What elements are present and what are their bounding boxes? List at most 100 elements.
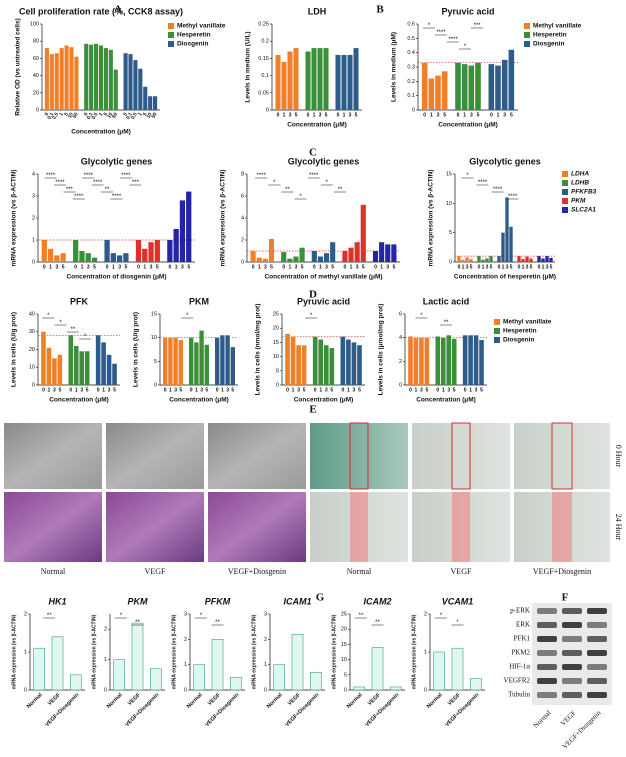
bar	[123, 53, 128, 110]
x-tick-label: 5	[425, 387, 428, 393]
blot-protein-label: Tubulin	[508, 691, 530, 699]
bar	[69, 47, 74, 110]
y-tick-label: 40	[33, 73, 39, 79]
x-tick-label: 3	[297, 387, 300, 393]
bar	[262, 258, 268, 262]
y-tick-label: 0.25	[258, 21, 269, 27]
bar	[346, 339, 351, 385]
bar	[285, 333, 290, 385]
y-axis-label: Levels in cells (U/g prot)	[133, 312, 140, 387]
bar	[113, 69, 118, 110]
x-tick-label: 1	[81, 264, 84, 270]
x-tick-label: VEGF+Diosgenin	[284, 692, 320, 728]
bar	[79, 351, 85, 385]
significance-label: ****	[84, 173, 94, 179]
x-tick-label: VEGF	[367, 692, 382, 707]
chart-title: Glycolytic genes	[81, 156, 153, 166]
bar	[60, 253, 66, 262]
bar	[287, 51, 293, 110]
y-tick-label: 10	[341, 657, 347, 663]
image-column-label: VEGF	[145, 567, 166, 576]
blot-band	[587, 692, 607, 698]
x-tick-label: 0	[277, 112, 280, 118]
x-tick-label: 5	[392, 264, 395, 270]
x-tick-label: 3	[475, 387, 478, 393]
x-tick-label: VEGF	[447, 692, 462, 707]
y-axis-label: Relative OD (vs untreated cells)	[15, 18, 22, 116]
bar	[59, 48, 64, 110]
bar	[477, 256, 481, 262]
bar	[173, 229, 179, 262]
x-tick-label: 5	[156, 264, 159, 270]
x-tick-label: 5	[62, 264, 65, 270]
y-tick-label: 0	[424, 687, 427, 693]
x-tick-label: 3	[226, 387, 229, 393]
significance-label: *	[84, 334, 87, 340]
y-tick-label: 1	[264, 662, 267, 668]
x-tick-label: 1	[430, 112, 433, 118]
x-tick-label: 3	[295, 264, 298, 270]
significance-label: *	[186, 313, 189, 319]
blot-protein-label: ERK	[516, 621, 530, 629]
x-tick-label: 1	[102, 387, 105, 393]
x-tick-label: 5	[86, 387, 89, 393]
bar	[465, 257, 469, 262]
x-tick-label: 0	[374, 264, 377, 270]
y-tick-label: 60	[33, 56, 39, 62]
bar	[317, 256, 324, 262]
bar	[211, 639, 224, 691]
x-tick-label: 1	[292, 387, 295, 393]
blot-band	[562, 650, 582, 656]
bar	[424, 337, 430, 385]
x-tick-label: 0.5	[91, 111, 100, 120]
x-tick-label: 0	[518, 264, 521, 270]
bar	[379, 242, 385, 262]
x-tick-label: 0.1	[47, 111, 56, 120]
x-tick-label: 5	[63, 111, 70, 117]
x-tick-label: 0	[164, 387, 167, 393]
bar	[317, 48, 323, 110]
x-tick-label: 0	[122, 111, 129, 117]
x-tick-label: 1	[143, 264, 146, 270]
significance-label: **	[359, 613, 364, 619]
legend-label: SLC2A1	[571, 207, 596, 214]
blot-band	[562, 692, 582, 698]
y-tick-label: 40	[29, 311, 35, 317]
bar	[194, 342, 199, 385]
bar	[509, 226, 513, 262]
x-tick-label: 3	[150, 264, 153, 270]
x-tick-label: 5	[301, 264, 304, 270]
legend-swatch	[524, 23, 530, 29]
bar	[153, 96, 158, 110]
y-tick-label: 3	[264, 611, 267, 617]
bar	[193, 664, 205, 691]
y-axis-label: mRNA expression (vs β-ACTIN)	[91, 614, 97, 689]
significance-label: **	[444, 320, 449, 326]
bar	[517, 256, 521, 262]
significance-label: ****	[309, 173, 319, 179]
bar	[323, 253, 330, 262]
bar	[461, 259, 465, 262]
y-tick-label: 2	[104, 627, 107, 633]
bar	[435, 336, 441, 385]
bar	[46, 347, 52, 385]
x-tick-label: VEGF	[127, 692, 142, 707]
y-tick-label: 0	[241, 259, 244, 265]
chart-title: LDH	[308, 6, 327, 16]
x-tick-label: 5	[93, 264, 96, 270]
bar	[52, 358, 57, 385]
x-tick-label: 0	[282, 264, 285, 270]
x-tick-label: 0.1	[125, 111, 134, 120]
y-axis-label: Levels in medium (U/L)	[245, 31, 252, 102]
chart-title: PFKM	[205, 596, 231, 606]
y-tick-label: 80	[33, 39, 39, 45]
y-tick-label: 2	[24, 611, 27, 617]
legend-label: LDHB	[571, 180, 589, 187]
y-axis-label: mRNA expression (vs β-ACTIN)	[220, 170, 227, 267]
significance-label: **	[285, 187, 290, 193]
image-column-label: Normal	[41, 567, 66, 576]
x-tick-label: 0	[43, 264, 46, 270]
bar	[428, 78, 435, 110]
x-tick-label: 3	[80, 387, 83, 393]
x-tick-label: VEGF+Diosgenin	[444, 692, 480, 728]
